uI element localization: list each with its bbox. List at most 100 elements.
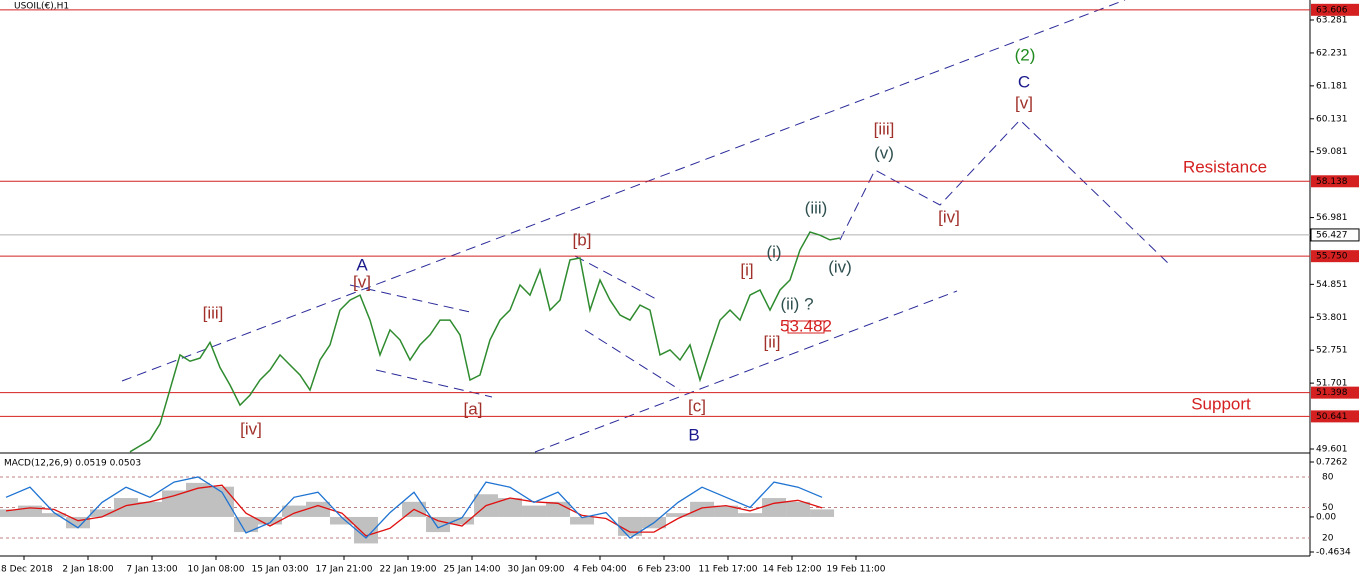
y-tick-label: 61.181 <box>1316 81 1348 91</box>
wedge-line <box>584 329 681 391</box>
annotation: Resistance <box>1183 157 1267 176</box>
annotation: (ii) ? <box>780 294 813 313</box>
macd-bar <box>162 490 187 517</box>
level-label: 51.398 <box>1316 388 1348 398</box>
indicator-title: MACD(12,26,9) 0.0519 0.0503 <box>4 459 141 469</box>
macd-bar <box>522 505 547 517</box>
level-box <box>1311 175 1359 188</box>
y2-tick-label: 50 <box>1322 503 1334 513</box>
channel-lower <box>534 290 958 453</box>
annotation: A <box>356 255 368 274</box>
annotation: [v] <box>1015 93 1033 112</box>
macd-bar <box>786 501 811 517</box>
y2-tick-label: 80 <box>1322 472 1334 482</box>
x-tick-label: 28 Dec 2018 <box>0 565 53 575</box>
y-tick-label: -0.4634 <box>1316 548 1351 558</box>
annotation: [c] <box>688 396 706 415</box>
macd-bar <box>738 513 763 517</box>
x-tick-label: 17 Jan 21:00 <box>316 565 373 575</box>
annotation: [b] <box>573 230 592 249</box>
y-tick-label: 52.751 <box>1316 346 1348 356</box>
macd-bar <box>714 505 739 517</box>
level-box <box>1311 250 1359 263</box>
macd-bar <box>570 516 595 525</box>
indicator-line <box>5 476 823 539</box>
level-box <box>1311 386 1359 399</box>
projection-path <box>839 119 1171 266</box>
macd-bar <box>330 516 355 525</box>
annotation: [iii] <box>203 303 224 322</box>
last-price-box <box>1310 228 1360 242</box>
annotation: (2) <box>1015 45 1036 64</box>
macd-bar <box>546 501 571 517</box>
price-line <box>129 231 841 453</box>
x-tick-label: 30 Jan 09:00 <box>508 565 565 575</box>
y-tick-label: 53.801 <box>1316 313 1348 323</box>
x-tick-label: 11 Feb 17:00 <box>698 565 757 575</box>
annotation: [v] <box>353 272 371 291</box>
y-tick-label: 0.00 <box>1316 512 1336 522</box>
macd-bar <box>306 501 331 517</box>
macd-bar <box>66 516 91 529</box>
annotation: [iv] <box>240 419 262 438</box>
annotation: (v) <box>874 143 894 162</box>
macd-bar <box>450 516 475 525</box>
y-tick-label: 62.231 <box>1316 48 1348 58</box>
x-tick-label: 7 Jan 13:00 <box>126 565 178 575</box>
x-tick-label: 25 Jan 14:00 <box>444 565 501 575</box>
x-tick-label: 10 Jan 08:00 <box>188 565 245 575</box>
macd-bar <box>42 513 67 517</box>
y2-tick-label: 20 <box>1322 533 1334 543</box>
macd-bar <box>426 516 451 533</box>
x-tick-label: 22 Jan 19:00 <box>380 565 437 575</box>
macd-bar <box>690 501 715 517</box>
macd-bar <box>234 516 259 533</box>
macd-bar <box>90 509 115 517</box>
annotation: Support <box>1191 394 1251 413</box>
macd-bar <box>810 509 835 517</box>
y-tick-label: 49.601 <box>1316 444 1348 454</box>
annotation: [i] <box>740 260 753 279</box>
annotation: [a] <box>464 399 483 418</box>
chart-title: USOIL(€),H1 <box>14 2 69 12</box>
x-tick-label: 2 Jan 18:00 <box>62 565 114 575</box>
x-tick-label: 15 Jan 03:00 <box>252 565 309 575</box>
level-label: 63.606 <box>1316 5 1348 15</box>
level-label: 50.641 <box>1316 412 1348 422</box>
x-tick-label: 4 Feb 04:00 <box>573 565 627 575</box>
x-tick-label: 14 Feb 12:00 <box>762 565 821 575</box>
annotation-box <box>787 320 825 334</box>
macd-bar <box>498 498 523 517</box>
macd-bar <box>210 486 235 517</box>
annotation: 53.482 <box>780 316 832 335</box>
macd-bar <box>114 498 139 517</box>
x-tick-label: 6 Feb 23:00 <box>637 565 691 575</box>
macd-bar <box>258 516 283 525</box>
y-tick-label: 60.131 <box>1316 114 1348 124</box>
annotation: (iii) <box>805 198 828 217</box>
y-tick-label: 54.851 <box>1316 280 1348 290</box>
annotation: C <box>1018 72 1030 91</box>
level-box <box>1311 3 1359 16</box>
wedge-line <box>349 284 471 313</box>
macd-bar <box>138 501 163 517</box>
last-price-label: 56.427 <box>1316 230 1348 240</box>
macd-bar <box>282 505 307 517</box>
macd-bar <box>666 513 691 517</box>
annotation: [ii] <box>764 332 781 351</box>
macd-bar <box>18 505 43 517</box>
macd-bar <box>0 509 19 517</box>
level-label: 58.138 <box>1316 177 1348 187</box>
macd-bar <box>762 498 787 517</box>
channel-upper <box>121 0 1126 382</box>
indicator-line <box>5 484 823 537</box>
x-tick-label: 19 Feb 11:00 <box>826 565 885 575</box>
annotation: [iii] <box>874 119 895 138</box>
annotation: (i) <box>766 242 781 261</box>
y-tick-label: 51.701 <box>1316 379 1348 389</box>
level-box <box>1311 410 1359 423</box>
annotation: (iv) <box>828 257 852 276</box>
y-tick-label: 63.281 <box>1316 16 1348 26</box>
